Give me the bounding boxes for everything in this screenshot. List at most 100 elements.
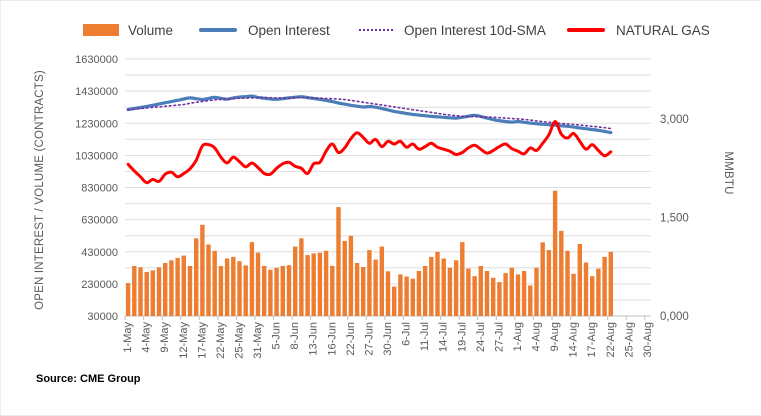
volume-bar [231, 256, 236, 316]
legend-label: Open Interest 10d-SMA [404, 22, 546, 38]
volume-bar [453, 260, 459, 316]
right-tick-label: 0,000 [660, 311, 689, 323]
volume-bar [206, 244, 211, 316]
volume-bar [373, 259, 378, 316]
volume-bar [156, 267, 162, 316]
line-swatch-icon [199, 28, 237, 32]
volume-bar [571, 273, 576, 316]
volume-bar [336, 207, 341, 316]
volume-bar [577, 244, 582, 316]
right-tick-label: 3,000 [660, 114, 689, 126]
volume-bar [323, 250, 329, 316]
x-tick-label: 14-Aug [568, 322, 580, 357]
left-axis-title: OPEN INTEREST / VOLUME (CONTRACTS) [34, 70, 46, 310]
legend-label: Volume [128, 22, 174, 38]
volume-bar [460, 242, 465, 316]
volume-bar [144, 272, 149, 316]
x-tick-label: 1-Aug [512, 322, 524, 351]
x-tick-label: 11-Jul [419, 322, 431, 351]
x-tick-label: 17-May [196, 322, 208, 359]
volume-bar [503, 273, 508, 316]
x-tick-label: 17-Aug [586, 322, 598, 357]
x-tick-label: 24-Jul [475, 322, 487, 352]
volume-bar [317, 252, 323, 316]
open-interest-line [126, 94, 613, 135]
volume-bar [583, 262, 589, 316]
x-tick-label: 14-Jul [438, 322, 450, 352]
left-tick-label: 230000 [81, 279, 118, 291]
legend-label: NATURAL GAS [616, 22, 710, 38]
line-swatch-icon [567, 28, 605, 32]
volume-bar [224, 258, 230, 316]
x-tick-label: 27-Jun [363, 322, 375, 356]
volume-bar [559, 230, 564, 316]
x-tick-label: 19-Jul [456, 322, 468, 352]
volume-bar [608, 251, 613, 317]
volume-bar [497, 282, 502, 316]
x-tick-label: 22-Aug [605, 322, 617, 357]
volume-bar [385, 271, 391, 316]
volume-bar [484, 271, 490, 316]
volume-bar [478, 266, 483, 316]
x-tick-label: 5-Jun [271, 322, 283, 350]
volume-bar [367, 250, 372, 316]
volume-bar [200, 224, 205, 316]
volume-bar [132, 266, 137, 316]
volume-bar [435, 251, 440, 317]
volume-bar [249, 242, 255, 316]
volume-bar [138, 267, 143, 316]
volume-bar [181, 255, 186, 316]
left-tick-label: 430000 [81, 247, 118, 259]
volume-bar [398, 274, 403, 316]
volume-bar [410, 278, 415, 316]
legend-item-oi-sma: Open Interest 10d-SMA [359, 21, 546, 39]
volume-bar [361, 267, 366, 316]
x-tick-label: 22-Jun [345, 322, 357, 356]
legend-item-natural-gas: NATURAL GAS [567, 21, 710, 39]
volume-bar [280, 265, 285, 316]
volume-bar [268, 269, 273, 316]
x-tick-label: 9-May [159, 322, 171, 353]
x-tick-label: 25-Aug [623, 322, 635, 357]
volume-bar [422, 266, 428, 316]
volume-bar [528, 285, 533, 316]
volume-bar [546, 250, 552, 316]
volume-bar [590, 276, 595, 316]
left-tick-label: 1230000 [75, 118, 118, 130]
volume-bar [262, 265, 267, 316]
volume-bar [237, 261, 242, 316]
volume-bar [194, 238, 199, 316]
volume-bar [416, 271, 422, 316]
volume-bar [521, 271, 527, 316]
volume-bar [274, 267, 279, 316]
left-tick-label: 1630000 [75, 54, 118, 66]
legend: Volume Open Interest Open Interest 10d-S… [1, 21, 761, 39]
legend-item-open-interest: Open Interest [199, 21, 330, 39]
volume-bar [286, 265, 292, 316]
volume-bar [447, 267, 453, 316]
left-tick-label: 830000 [81, 183, 118, 195]
dotted-line-swatch-icon [359, 29, 393, 31]
volume-bar [187, 266, 193, 316]
volume-bar [311, 253, 316, 316]
volume-bar [441, 258, 446, 316]
volume-bar [330, 265, 335, 316]
x-tick-label: 4-Aug [531, 322, 543, 351]
volume-bar [175, 257, 180, 316]
x-tick-label: 31-May [252, 322, 264, 359]
volume-bar [342, 241, 347, 316]
volume-bar [540, 242, 545, 316]
volume-bar [596, 268, 601, 316]
right-tick-label: 1,500 [660, 213, 689, 225]
volume-bar [392, 286, 397, 316]
x-tick-label: 30-Aug [642, 322, 654, 357]
volume-bar [565, 250, 570, 316]
volume-swatch-icon [83, 24, 119, 36]
x-tick-label: 13-Jun [308, 322, 320, 356]
x-tick-label: 30-Jun [382, 322, 394, 356]
source-note: Source: CME Group [36, 373, 141, 385]
volume-bar [293, 246, 298, 316]
volume-bar [404, 276, 409, 316]
volume-bar [379, 246, 384, 316]
